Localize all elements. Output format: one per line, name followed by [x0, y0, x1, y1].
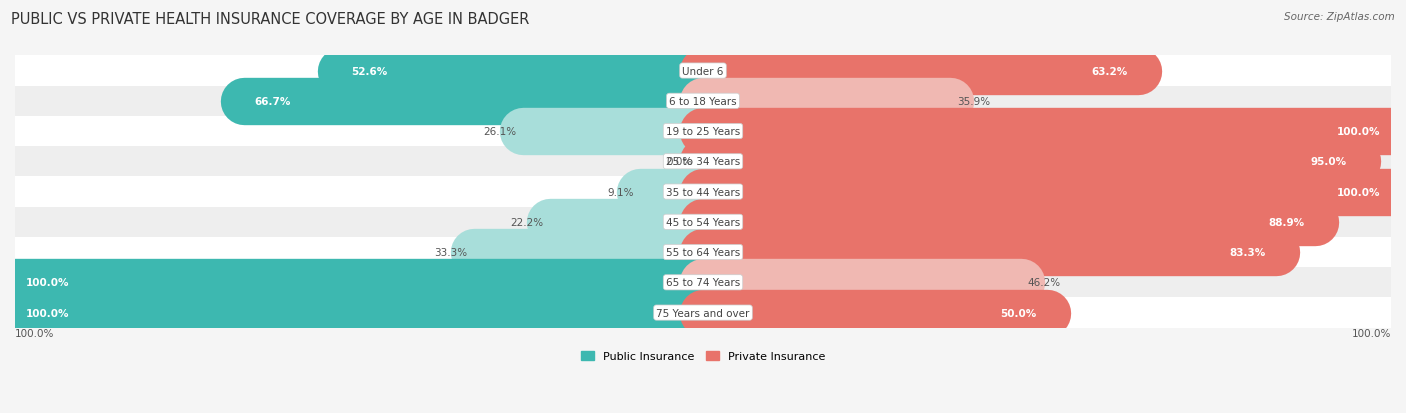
Text: 100.0%: 100.0% [1337, 127, 1381, 137]
Text: Source: ZipAtlas.com: Source: ZipAtlas.com [1284, 12, 1395, 22]
Bar [15, 147, 1391, 177]
Text: 9.1%: 9.1% [607, 187, 634, 197]
Text: 100.0%: 100.0% [1337, 187, 1381, 197]
Text: 65 to 74 Years: 65 to 74 Years [666, 278, 740, 287]
Text: 83.3%: 83.3% [1229, 247, 1265, 257]
Text: 22.2%: 22.2% [510, 217, 543, 227]
Text: 25 to 34 Years: 25 to 34 Years [666, 157, 740, 167]
Text: 6 to 18 Years: 6 to 18 Years [669, 97, 737, 107]
Bar [15, 86, 1391, 116]
Text: Under 6: Under 6 [682, 66, 724, 76]
Bar [15, 56, 1391, 86]
Text: 55 to 64 Years: 55 to 64 Years [666, 247, 740, 257]
Legend: Public Insurance, Private Insurance: Public Insurance, Private Insurance [576, 347, 830, 366]
Text: 88.9%: 88.9% [1268, 217, 1305, 227]
Bar [15, 268, 1391, 298]
Text: 46.2%: 46.2% [1028, 278, 1062, 287]
Text: 52.6%: 52.6% [352, 66, 388, 76]
Text: 100.0%: 100.0% [25, 308, 69, 318]
Text: 75 Years and over: 75 Years and over [657, 308, 749, 318]
Bar [15, 116, 1391, 147]
Text: 45 to 54 Years: 45 to 54 Years [666, 217, 740, 227]
Text: PUBLIC VS PRIVATE HEALTH INSURANCE COVERAGE BY AGE IN BADGER: PUBLIC VS PRIVATE HEALTH INSURANCE COVER… [11, 12, 530, 27]
Text: 35.9%: 35.9% [957, 97, 990, 107]
Text: 100.0%: 100.0% [25, 278, 69, 287]
Text: 19 to 25 Years: 19 to 25 Years [666, 127, 740, 137]
Text: 50.0%: 50.0% [1001, 308, 1036, 318]
Text: 66.7%: 66.7% [254, 97, 291, 107]
Text: 100.0%: 100.0% [1351, 328, 1391, 338]
Text: 95.0%: 95.0% [1310, 157, 1347, 167]
Text: 100.0%: 100.0% [15, 328, 55, 338]
Bar [15, 237, 1391, 268]
Text: 35 to 44 Years: 35 to 44 Years [666, 187, 740, 197]
Bar [15, 298, 1391, 328]
Bar [15, 177, 1391, 207]
Text: 26.1%: 26.1% [484, 127, 516, 137]
Text: 33.3%: 33.3% [434, 247, 467, 257]
Text: 63.2%: 63.2% [1091, 66, 1128, 76]
Bar [15, 207, 1391, 237]
Text: 0.0%: 0.0% [666, 157, 693, 167]
